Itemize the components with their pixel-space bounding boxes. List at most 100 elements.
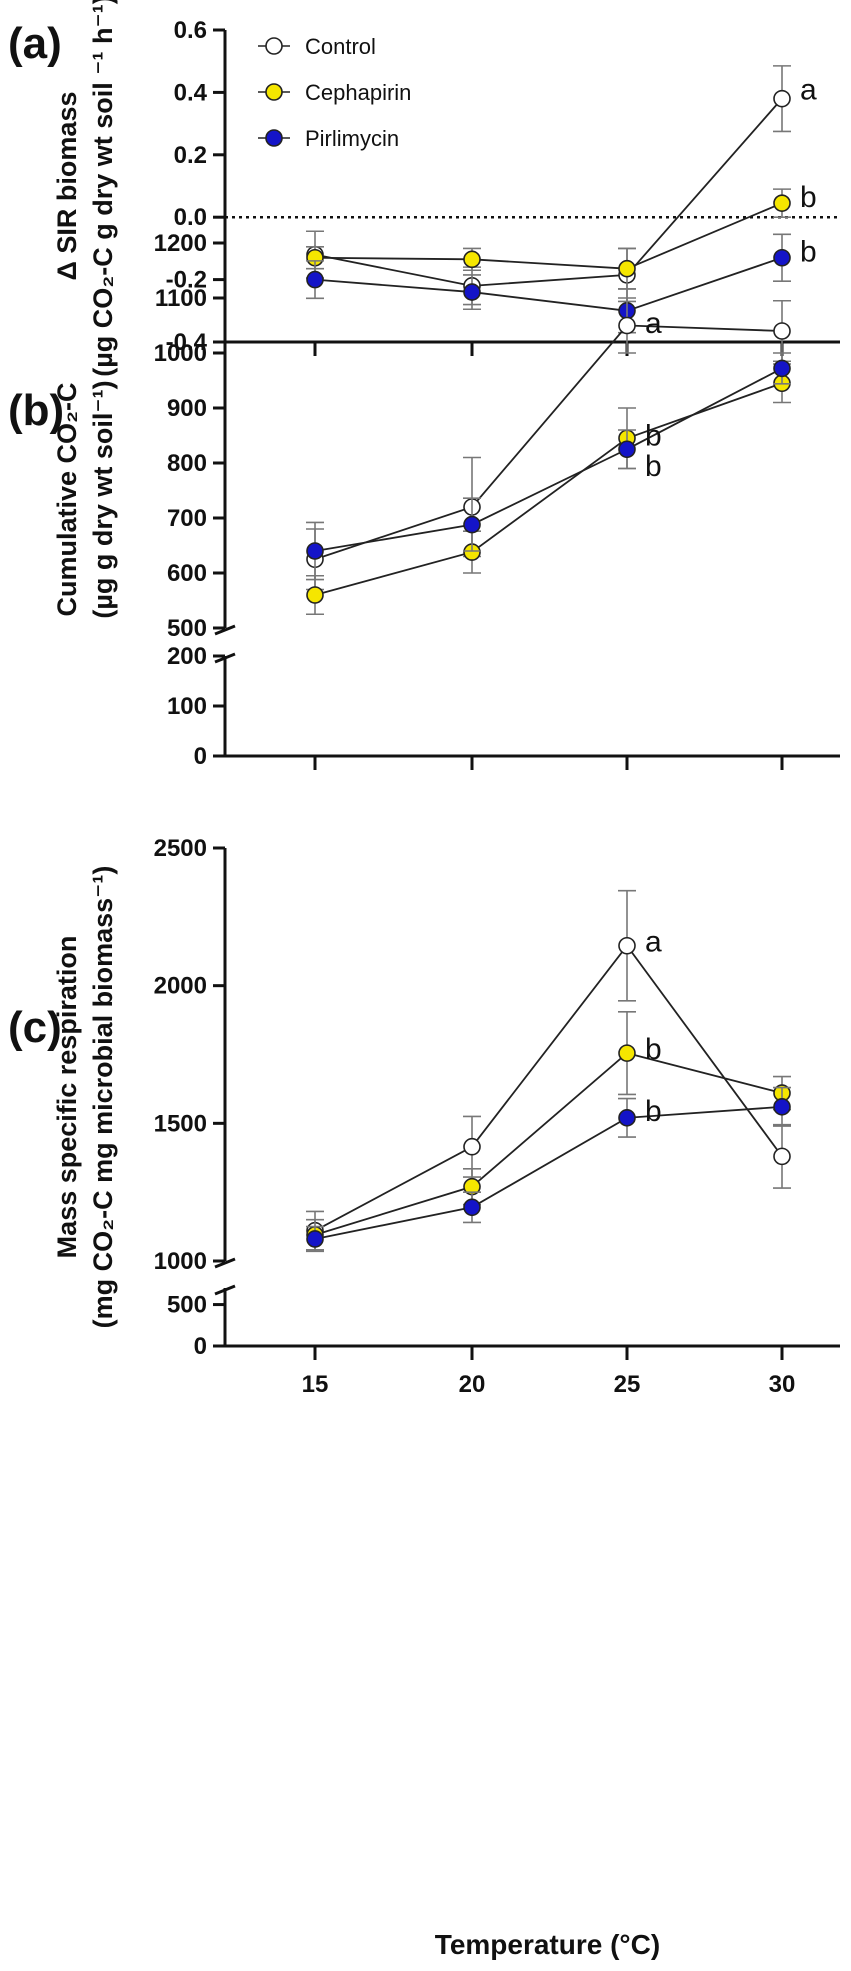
panel-label: (a) — [8, 19, 62, 68]
y-tick-label: 2000 — [154, 973, 207, 1000]
data-point — [306, 542, 324, 560]
axis-break-mark — [214, 652, 236, 664]
y-tick-label: -0.4 — [166, 329, 208, 356]
data-point — [618, 936, 636, 955]
legend-marker — [265, 129, 283, 147]
y-tick-label: 500 — [167, 615, 207, 642]
legend-marker — [265, 83, 283, 101]
y-tick-label: 900 — [167, 395, 207, 422]
legend-item-pirlimycin: Pirlimycin — [258, 126, 399, 151]
series-line — [314, 944, 783, 1232]
data-point — [773, 248, 791, 267]
y-axis-label-line1: Δ SIR biomass — [52, 92, 82, 281]
data-point — [463, 1137, 481, 1156]
y-tick-label: -0.2 — [166, 267, 207, 294]
series-line — [314, 256, 783, 312]
y-tick-label: 0.0 — [174, 204, 207, 231]
y-axis-label-line2: (µg g dry wt soil⁻¹) — [88, 380, 118, 618]
axis-break-mark — [214, 1284, 236, 1296]
series-line — [314, 1105, 783, 1240]
panel-1: (a) -0.4 -0.2 0.0 0.2 0.4 0.6 Δ SIR biomass (µg … — [8, 0, 840, 377]
y-axis-label-line2: (µg CO₂-C g dry wt soil ⁻¹ h⁻¹) — [88, 0, 118, 377]
legend-marker — [265, 37, 283, 55]
y-axis-label-line1: Mass specific respiration — [52, 936, 82, 1259]
y-axis-label: Cumulative CO₂-C (µg g dry wt soil⁻¹) — [52, 380, 118, 618]
y-tick-label: 1500 — [154, 1110, 207, 1137]
significance-letter: a — [645, 307, 662, 340]
series-control — [306, 889, 791, 1251]
series-line — [314, 324, 783, 561]
axis-break-mark — [214, 1257, 236, 1269]
significance-letter: b — [800, 236, 817, 269]
data-point — [463, 250, 481, 269]
y-tick-label: 1000 — [154, 1248, 207, 1275]
y-tick-label: 0 — [194, 743, 207, 770]
data-point — [618, 440, 636, 459]
x-axis-label: Temperature (°C) — [435, 1929, 660, 1960]
data-point — [773, 322, 791, 340]
data-point — [618, 1109, 636, 1127]
y-tick-label: 1000 — [154, 340, 207, 367]
significance-letter: b — [645, 1033, 662, 1066]
data-point — [618, 259, 636, 278]
data-point — [463, 283, 481, 301]
data-point — [618, 316, 636, 335]
legend-item-control: Control — [258, 34, 376, 59]
series-line — [314, 382, 783, 596]
axis-break-mark — [214, 624, 236, 636]
significance-letter: b — [645, 450, 662, 483]
panel-2: (b) 500 600 700 800 900 1000 1100 1200 0 100 200 Cum… — [8, 230, 840, 770]
legend-item-cephapirin: Cephapirin — [258, 80, 411, 105]
y-tick-label: 2500 — [154, 835, 207, 862]
y-tick-label: 200 — [167, 643, 207, 670]
y-tick-label: 500 — [167, 1292, 207, 1319]
y-tick-label: 1100 — [155, 285, 207, 312]
y-tick-label: 700 — [167, 505, 207, 532]
y-axis-label: Δ SIR biomass (µg CO₂-C g dry wt soil ⁻¹ … — [52, 0, 118, 377]
series-pirlimycin — [306, 1086, 791, 1253]
data-point — [618, 1044, 636, 1062]
data-point — [773, 194, 791, 212]
series-pirlimycin — [306, 233, 791, 334]
panel-3: (c) 1000 1500 2000 2500 0 500 15 20 25 30 Temperatu… — [8, 835, 840, 1960]
legend-label: Pirlimycin — [305, 126, 399, 151]
series-line — [314, 202, 783, 270]
y-tick-label: 1200 — [154, 230, 207, 257]
y-axis-label-line2: (mg CO₂-C mg microbial biomass⁻¹) — [88, 866, 118, 1329]
series-line — [314, 98, 783, 287]
significance-letter: b — [645, 420, 662, 453]
y-tick-label: 0.6 — [174, 17, 207, 44]
panel-label: (c) — [8, 1003, 62, 1052]
y-tick-label: 800 — [167, 450, 207, 477]
significance-letter: b — [800, 181, 817, 214]
data-point — [306, 586, 324, 604]
significance-letter: a — [645, 926, 662, 959]
data-point — [463, 515, 481, 534]
series-pirlimycin — [306, 352, 791, 581]
y-tick-label: 0 — [194, 1333, 207, 1360]
data-point — [773, 1098, 791, 1116]
significance-letter: a — [800, 73, 817, 106]
data-point — [463, 1198, 481, 1217]
legend: Control Cephapirin Pirlimycin — [258, 34, 411, 151]
legend-label: Cephapirin — [305, 80, 411, 105]
legend-label: Control — [305, 34, 376, 59]
x-tick-label: 15 — [302, 1371, 329, 1398]
data-point — [306, 270, 324, 289]
significance-letter: b — [645, 1095, 662, 1128]
panel-label: (b) — [8, 386, 64, 435]
data-point — [306, 1230, 324, 1248]
data-point — [773, 89, 791, 108]
x-tick-label: 25 — [614, 1371, 641, 1398]
data-point — [773, 1147, 791, 1166]
data-point — [773, 359, 791, 378]
series-line — [314, 367, 783, 552]
y-tick-label: 600 — [167, 560, 207, 587]
series-line — [314, 1052, 783, 1236]
y-axis-label: Mass specific respiration (mg CO₂-C mg mi… — [52, 866, 118, 1329]
series-cephapirin — [306, 188, 791, 290]
y-tick-label: 0.2 — [174, 142, 207, 169]
y-tick-label: 100 — [167, 693, 207, 720]
y-tick-label: 0.4 — [174, 79, 208, 106]
